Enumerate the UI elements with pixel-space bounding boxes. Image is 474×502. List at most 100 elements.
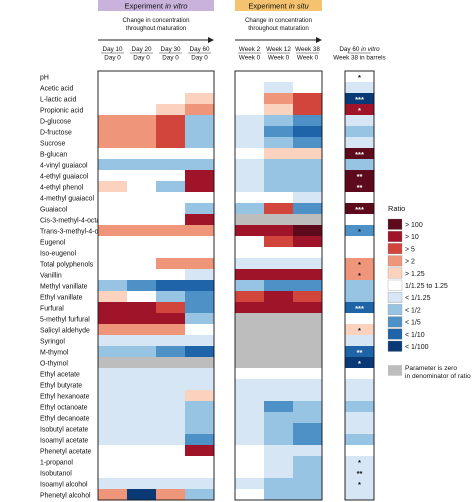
- heatmap-cell: [345, 126, 375, 138]
- heatmap-cell: [235, 390, 265, 402]
- heatmap-cell: [156, 324, 186, 336]
- heatmap-cell: [185, 434, 215, 446]
- column-label: Week 12: [266, 46, 291, 53]
- heatmap-cell: [293, 159, 323, 171]
- heatmap-cell: [235, 467, 265, 479]
- heatmap-cell: [127, 170, 157, 182]
- heatmap-cell: [345, 434, 375, 446]
- heatmap-cell: [98, 247, 128, 259]
- heatmap-cell: [156, 368, 186, 380]
- column-label: Day 30: [161, 46, 181, 53]
- heatmap-cell: [293, 236, 323, 248]
- row-label: Propionic acid: [40, 108, 83, 115]
- heatmap-cell: [235, 280, 265, 292]
- heatmap-cell: [98, 225, 128, 237]
- heatmap-cell: [235, 93, 265, 105]
- heatmap-cell: [98, 82, 128, 94]
- heatmap-cell: [264, 412, 294, 424]
- heatmap-cell: [127, 423, 157, 435]
- heatmap-cell: [98, 137, 128, 149]
- heatmap-cell: [127, 203, 157, 215]
- heatmap-cell: [156, 478, 186, 490]
- heatmap-cell: [185, 247, 215, 259]
- heatmap-cell: [127, 467, 157, 479]
- significance-marker: *: [358, 359, 361, 368]
- heatmap-cell: [185, 126, 215, 138]
- heatmap-cell: [345, 93, 375, 105]
- heatmap-cell: [185, 346, 215, 358]
- heatmap-cell: [264, 126, 294, 138]
- row-labels: pH Acetic acid L-lactic acid Propionic acid…: [40, 75, 126, 500]
- heatmap-cell: [127, 71, 157, 83]
- heatmap-cell: [156, 93, 186, 105]
- heatmap-cell: [127, 181, 157, 193]
- heatmap-cell: [235, 258, 265, 270]
- heatmap-cell: [185, 181, 215, 193]
- column-label: Day 0: [162, 55, 179, 62]
- heatmap-cell: [264, 247, 294, 259]
- column-label: Week 38 in barrels: [333, 55, 385, 62]
- row-label: 5-methyl furfural: [40, 317, 90, 324]
- heatmap-cell: [345, 445, 375, 457]
- heatmap-cell: [235, 203, 265, 215]
- heatmap-cell: [293, 225, 323, 237]
- heatmap-cell: [264, 401, 294, 413]
- heatmap-cell: [185, 170, 215, 182]
- heatmap-cell: [98, 423, 128, 435]
- column-label: Day 60: [190, 46, 210, 53]
- heatmap-cell: [98, 170, 128, 182]
- heatmap-cell: [264, 313, 294, 325]
- heatmap-cell: [156, 236, 186, 248]
- heatmap-cell: [98, 269, 128, 281]
- heatmap-cell: [293, 137, 323, 149]
- heatmap-cell: [264, 489, 294, 501]
- row-label: Syringol: [40, 339, 65, 346]
- heatmap-cell: [235, 335, 265, 347]
- ratio-legend: Ratio > 100 > 10 > 5 > 2 > 1.25 1/1.25 to 1.25…: [387, 204, 471, 380]
- row-label: Ethyl octanoate: [40, 405, 88, 412]
- heatmap-cell: [293, 302, 323, 314]
- heatmap-cell: [345, 71, 375, 83]
- heatmap-cell: [156, 258, 186, 270]
- heatmap-cell: [98, 192, 128, 204]
- heatmap-cell: [185, 456, 215, 468]
- heatmap-cell: [156, 434, 186, 446]
- heatmap-cell: [264, 379, 294, 391]
- panel-0-header-title-part: Experiment: [125, 2, 166, 11]
- heatmap-cell: [185, 280, 215, 292]
- heatmap-cell: [264, 291, 294, 303]
- heatmap-cell: [127, 456, 157, 468]
- column-label-part: Day 20: [132, 46, 152, 53]
- panel-1-arrow-caption-part: Change in concentration: [245, 17, 313, 24]
- heatmap-cell: [185, 148, 215, 160]
- heatmap-cell: [185, 335, 215, 347]
- heatmap-cell: [156, 71, 186, 83]
- heatmap-cell: [235, 148, 265, 160]
- heatmap-cell: [345, 357, 375, 369]
- legend-label: > 100: [405, 222, 423, 229]
- panel-0-arrow-caption-part: throughout maturation: [126, 25, 187, 32]
- panel-0-arrow-caption-part: Change in concentration: [122, 17, 190, 24]
- heatmap-cell: [264, 346, 294, 358]
- heatmap-cell: [156, 104, 186, 116]
- heatmap-cell: [345, 489, 375, 501]
- significance-marker: *: [358, 260, 361, 269]
- heatmap-cell: [185, 203, 215, 215]
- heatmap-cell: [127, 115, 157, 127]
- heatmap-cell: [345, 115, 375, 127]
- heatmap-cell: [185, 225, 215, 237]
- significance-marker: *: [358, 458, 361, 467]
- heatmap-cell: [98, 148, 128, 160]
- heatmap-cell: [235, 214, 265, 226]
- heatmap-cell: [185, 379, 215, 391]
- row-label: 4-vinyl guaiacol: [40, 163, 88, 170]
- heatmap-cell: [127, 302, 157, 314]
- panel-0-header-title-part: in vitro: [165, 2, 187, 11]
- row-label: Vanillin: [40, 273, 62, 280]
- heatmap-cell: [98, 313, 128, 325]
- heatmap-cell: [127, 192, 157, 204]
- heatmap-cell: [345, 269, 375, 281]
- heatmap-cell: [345, 181, 375, 193]
- heatmap-cell: [127, 434, 157, 446]
- heatmap-cell: [98, 159, 128, 171]
